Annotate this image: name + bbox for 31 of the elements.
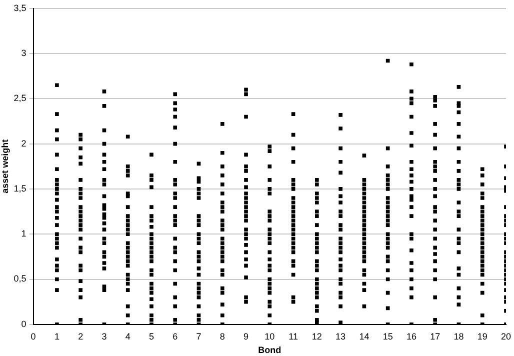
x-tick-label: 12 [312,331,322,342]
y-tick-label: 3,5 [14,2,26,13]
x-tick-label: 17 [430,331,440,342]
y-tick-label: 1,5 [14,183,26,194]
x-tick-label: 14 [359,331,370,342]
y-tick-label: 0,5 [14,274,26,284]
x-tick-label: 6 [172,331,178,342]
x-tick-label: 3 [102,331,107,342]
x-tick-label: 2 [78,331,84,342]
x-tick-label: 15 [382,331,393,342]
y-tick-label: 1 [21,228,26,239]
y-tick-label: 2 [21,138,26,148]
x-tick-label: 9 [244,331,249,342]
x-tick-label: 5 [148,331,154,342]
x-tick-label: 18 [454,331,464,342]
x-tick-label: 16 [406,331,416,342]
x-axis-title: Bond [258,345,282,356]
x-tick-label: 13 [336,331,346,342]
y-tick-label: 2,5 [14,93,26,104]
x-tick-label: 8 [220,331,225,342]
x-tick-label: 0 [30,331,36,342]
y-tick-label: 3 [21,48,26,58]
x-tick-label: 4 [125,331,130,342]
x-tick-label: 20 [500,331,511,342]
x-tick-label: 19 [477,331,488,342]
x-tick-label: 10 [264,331,275,342]
x-tick-label: 7 [196,331,202,342]
y-tick-label: 0 [21,318,26,329]
x-tick-label: 1 [54,331,60,342]
y-axis-title: asset weight [0,139,10,194]
x-tick-label: 11 [288,331,298,342]
